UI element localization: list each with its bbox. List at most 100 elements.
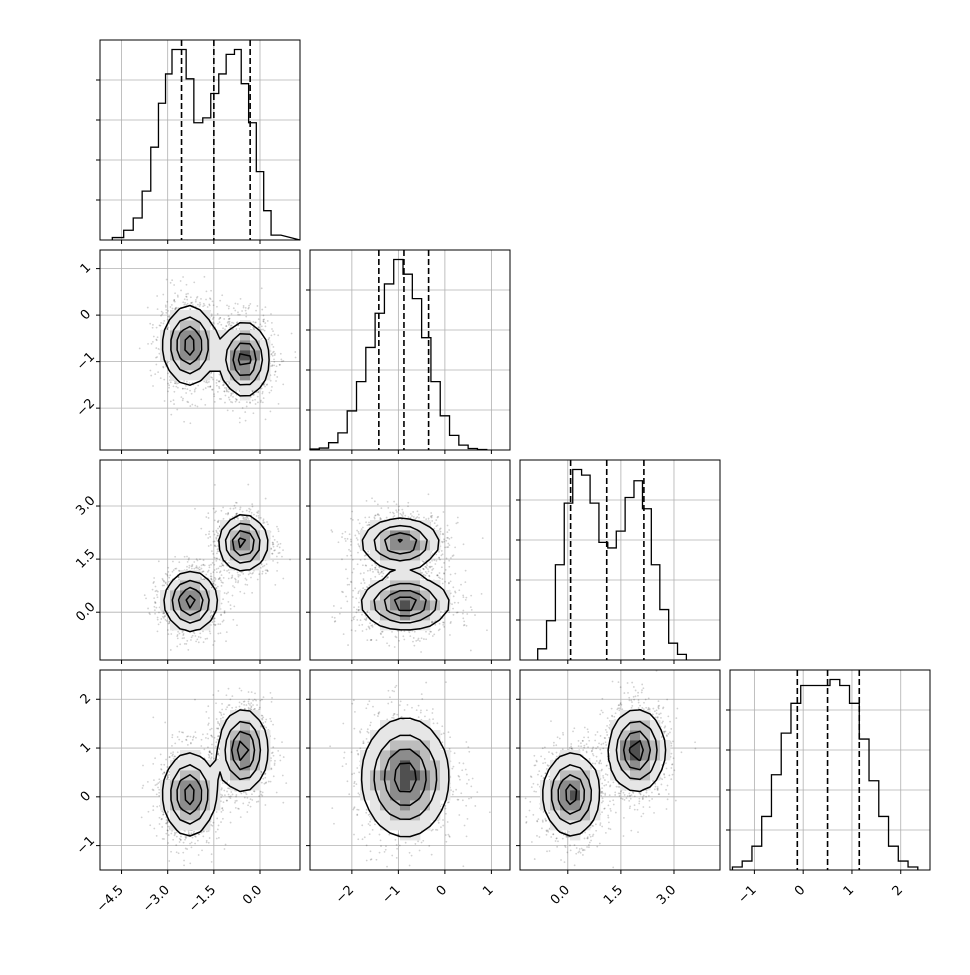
scatter-point <box>215 624 217 626</box>
scatter-point <box>186 284 188 286</box>
scatter-point <box>465 599 467 601</box>
scatter-point <box>226 631 228 633</box>
scatter-point <box>153 597 155 599</box>
scatter-point <box>212 571 214 573</box>
scatter-point <box>220 510 222 512</box>
scatter-point <box>280 353 282 355</box>
scatter-point <box>224 328 226 330</box>
scatter-point <box>277 562 279 564</box>
scatter-point <box>273 358 275 360</box>
scatter-point <box>246 510 248 512</box>
scatter-point <box>157 630 159 632</box>
scatter-point <box>182 301 184 303</box>
scatter-point <box>234 505 236 507</box>
scatter-point <box>253 514 255 516</box>
scatter-point <box>213 564 215 566</box>
scatter-point <box>213 304 215 306</box>
scatter-point <box>209 386 211 388</box>
scatter-point <box>173 300 175 302</box>
scatter-point <box>219 321 221 323</box>
scatter-point <box>266 521 268 523</box>
scatter-point <box>173 284 175 286</box>
density-cell <box>160 330 170 340</box>
scatter-point <box>189 422 191 424</box>
scatter-point <box>240 298 242 300</box>
scatter-point <box>352 617 354 619</box>
scatter-point <box>245 307 247 309</box>
scatter-point <box>261 309 263 311</box>
scatter-point <box>276 376 278 378</box>
scatter-point <box>166 584 168 586</box>
scatter-point <box>252 321 254 323</box>
scatter-point <box>264 330 266 332</box>
scatter-point <box>215 587 217 589</box>
scatter-point <box>182 637 184 639</box>
scatter-point <box>223 390 225 392</box>
scatter-point <box>152 327 154 329</box>
hist-frame-3 <box>730 670 930 870</box>
density-cell <box>210 340 220 350</box>
scatter-point <box>205 534 207 536</box>
scatter-point <box>235 398 237 400</box>
scatter-point <box>168 622 170 624</box>
scatter-point <box>197 304 199 306</box>
scatter-point <box>217 528 219 530</box>
scatter-point <box>207 537 209 539</box>
scatter-point <box>212 553 214 555</box>
scatter-point <box>209 536 211 538</box>
scatter-point <box>252 572 254 574</box>
scatter-point <box>218 387 220 389</box>
scatter-point <box>212 644 214 646</box>
scatter-point <box>192 635 194 637</box>
scatter-point <box>174 292 176 294</box>
scatter-point <box>223 383 225 385</box>
scatter-point <box>209 633 211 635</box>
scatter-point <box>193 561 195 563</box>
scatter-point <box>274 539 276 541</box>
scatter-point <box>357 592 359 594</box>
scatter-point <box>216 306 218 308</box>
scatter-point <box>191 568 193 570</box>
scatter-point <box>261 393 263 395</box>
scatter-point <box>203 571 205 573</box>
scatter-point <box>213 508 215 510</box>
scatter-point <box>240 507 242 509</box>
scatter-point <box>261 573 263 575</box>
scatter-point <box>225 513 227 515</box>
scatter-point <box>184 643 186 645</box>
scatter-point <box>184 388 186 390</box>
scatter-point <box>176 646 178 648</box>
scatter-point <box>443 626 445 628</box>
scatter-point <box>185 643 187 645</box>
scatter-point <box>233 508 235 510</box>
scatter-point <box>272 352 274 354</box>
scatter-point <box>216 382 218 384</box>
scatter-point <box>167 575 169 577</box>
scatter-point <box>222 507 224 509</box>
scatter-point <box>279 364 281 366</box>
density-cell <box>260 540 270 550</box>
scatter-point <box>276 526 278 528</box>
scatter-point <box>234 310 236 312</box>
scatter-point <box>170 633 172 635</box>
scatter-point <box>172 308 174 310</box>
scatter-point <box>236 502 238 504</box>
scatter-point <box>208 381 210 383</box>
scatter-point <box>462 596 464 598</box>
scatter-point <box>201 568 203 570</box>
scatter-point <box>160 325 162 327</box>
scatter-point <box>262 401 264 403</box>
scatter-point <box>269 392 271 394</box>
scatter-point <box>246 406 248 408</box>
scatter-point <box>250 577 252 579</box>
scatter-point <box>155 357 157 359</box>
scatter-point <box>289 559 291 561</box>
scatter-point <box>271 322 273 324</box>
histogram-panel-1 <box>306 250 510 450</box>
scatter-point <box>245 420 247 422</box>
scatter-point <box>235 507 237 509</box>
histogram-panel-2 <box>516 460 720 660</box>
scatter-point <box>184 556 186 558</box>
scatter-point <box>227 322 229 324</box>
scatter-point <box>257 391 259 393</box>
